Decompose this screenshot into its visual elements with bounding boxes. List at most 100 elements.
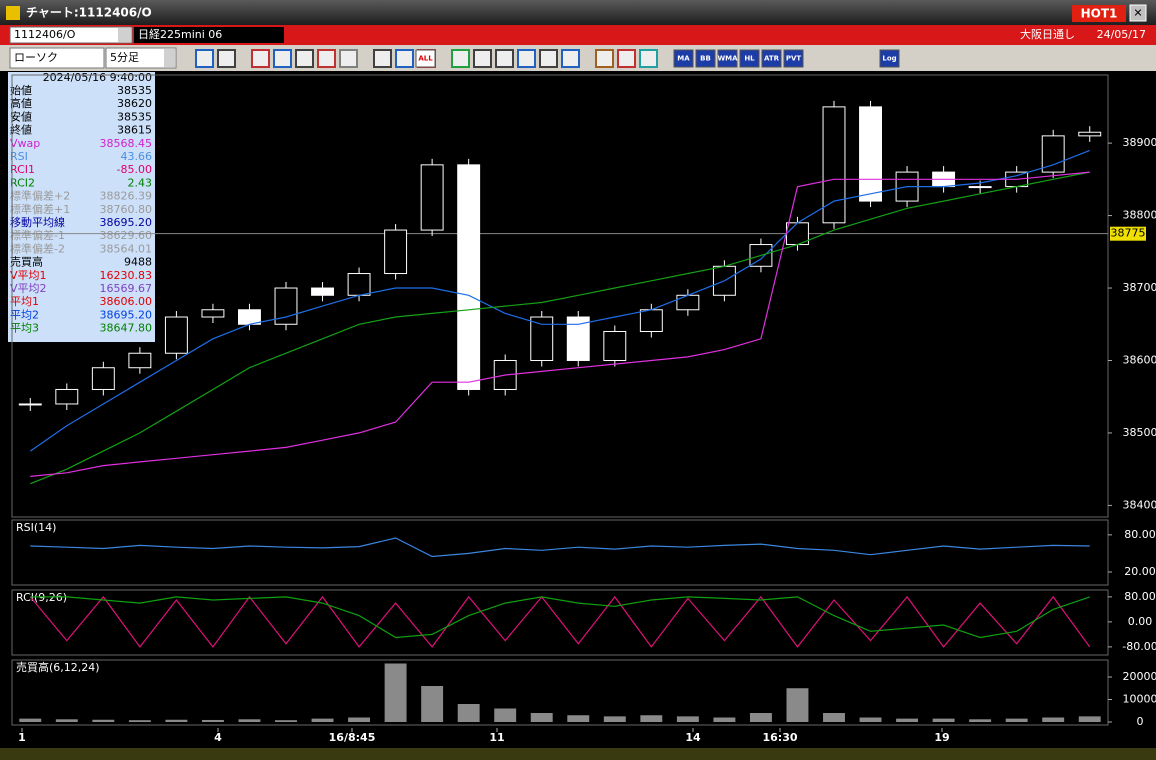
info-value: 16569.67: [100, 282, 153, 295]
toolbar-button[interactable]: [473, 49, 492, 68]
toolbar-button[interactable]: [217, 49, 236, 68]
info-value: 38760.80: [100, 203, 153, 216]
x-tick-label: 16:30: [762, 731, 797, 744]
interval: 5分足: [110, 51, 139, 64]
toolbar-button[interactable]: [451, 49, 470, 68]
candle: [676, 294, 700, 311]
toolbar-button-label: BB: [700, 55, 711, 63]
close-icon: ✕: [1133, 7, 1142, 20]
toolbar-button[interactable]: [561, 49, 580, 68]
chart-kind-select[interactable]: [9, 47, 105, 69]
info-label: 移動平均線: [10, 215, 65, 229]
toolbar-button-label: ALL: [418, 55, 433, 63]
y-tick-label: 20.00: [1124, 565, 1156, 578]
current-price-box: [1110, 226, 1146, 241]
toolbar-button[interactable]: [739, 49, 760, 68]
toolbar-button[interactable]: [673, 49, 694, 68]
toolbar-button[interactable]: [639, 49, 658, 68]
volume-bar: [859, 717, 882, 723]
toolbar-button[interactable]: [539, 49, 558, 68]
info-label: RSI: [10, 150, 28, 163]
close-button[interactable]: [1129, 4, 1147, 22]
panel-frame: [11, 589, 1109, 656]
y-tick-label: 38900: [1123, 136, 1156, 149]
indicator-line: [29, 595, 1091, 648]
candle: [639, 309, 663, 333]
toolbar-button[interactable]: [695, 49, 716, 68]
info-rows: 始値 38535 高値 38620 安値 38535 終値 38615 Vwap 38568.45…: [10, 83, 152, 335]
y-tick-label: 10000: [1123, 693, 1156, 706]
volume-bar: [165, 719, 188, 723]
info-label: 始値: [10, 83, 32, 97]
candle: [603, 331, 627, 361]
info-label: 売買高: [10, 255, 43, 269]
toolbar-button[interactable]: [339, 49, 358, 68]
symbol-dropdown[interactable]: [118, 28, 131, 42]
info-value: 38620: [117, 97, 152, 110]
indicator-line: [30, 537, 1090, 558]
toolbar-button[interactable]: [761, 49, 782, 68]
toolbar-button-label: WMA: [717, 55, 738, 63]
toolbar-button[interactable]: [195, 49, 214, 68]
candle: [530, 316, 554, 361]
interval-select[interactable]: [105, 47, 177, 69]
toolbar-button[interactable]: [395, 49, 414, 68]
x-tick-label: 16/8:45: [329, 731, 376, 744]
info-value: 38535: [117, 110, 152, 123]
info-label: 平均1: [10, 295, 39, 308]
market-name: 大阪日通し: [1020, 27, 1075, 41]
info-label: Vwap: [10, 137, 40, 150]
volume-bar: [676, 716, 699, 723]
toolbar-button[interactable]: [415, 49, 436, 68]
toolbar-button[interactable]: [373, 49, 392, 68]
toolbar-button[interactable]: [617, 49, 636, 68]
toolbar-button[interactable]: [517, 49, 536, 68]
info-label: 標準偏差+1: [10, 202, 70, 216]
info-label: 標準偏差-2: [10, 241, 65, 255]
volume-bar: [55, 719, 78, 723]
window-title: チャート:1112406/O: [26, 6, 152, 20]
info-value: 38629.60: [100, 229, 153, 242]
volume-bar: [128, 720, 151, 723]
toolbar-button[interactable]: [783, 49, 804, 68]
toolbar-button[interactable]: [273, 49, 292, 68]
toolbar-button[interactable]: [295, 49, 314, 68]
y-tick-label: 80.00: [1124, 590, 1156, 603]
hot-badge-text: HOT1: [1081, 7, 1118, 21]
info-value: 38535: [117, 84, 152, 97]
toolbar-button[interactable]: [495, 49, 514, 68]
volume-bar: [640, 715, 663, 723]
info-label: 平均2: [10, 308, 39, 321]
toolbar-button[interactable]: [317, 49, 336, 68]
candle: [238, 309, 261, 325]
toolbar-button[interactable]: [595, 49, 614, 68]
volume-bar: [823, 713, 845, 723]
volume-bar: [19, 718, 42, 723]
volume-bar: [530, 713, 553, 723]
symbol-input[interactable]: [9, 26, 133, 44]
scroll-bar[interactable]: [0, 748, 1156, 760]
x-tick-label: 4: [214, 731, 222, 744]
info-label: 標準偏差-1: [10, 228, 65, 242]
volume-bar: [603, 716, 626, 723]
x-tick-label: 1: [18, 731, 26, 744]
toolbar-button[interactable]: [251, 49, 270, 68]
x-tick-label: 11: [489, 731, 504, 744]
candle: [968, 186, 992, 189]
toolbar-button[interactable]: [879, 49, 900, 68]
volume-bar: [713, 717, 736, 723]
volume-bar: [275, 720, 297, 723]
volume-bar: [92, 719, 115, 723]
y-tick-label: 38500: [1123, 426, 1156, 439]
x-tick-label: 19: [934, 731, 949, 744]
volume-bar: [238, 719, 261, 723]
hot-badge[interactable]: [1072, 5, 1126, 22]
volume-bar: [932, 718, 955, 723]
volume-bar: [421, 686, 444, 723]
toolbar-button[interactable]: [717, 49, 738, 68]
y-tick-label: 38600: [1123, 353, 1156, 366]
interval-dropdown[interactable]: [164, 49, 175, 67]
info-value: 38695.20: [100, 308, 153, 321]
